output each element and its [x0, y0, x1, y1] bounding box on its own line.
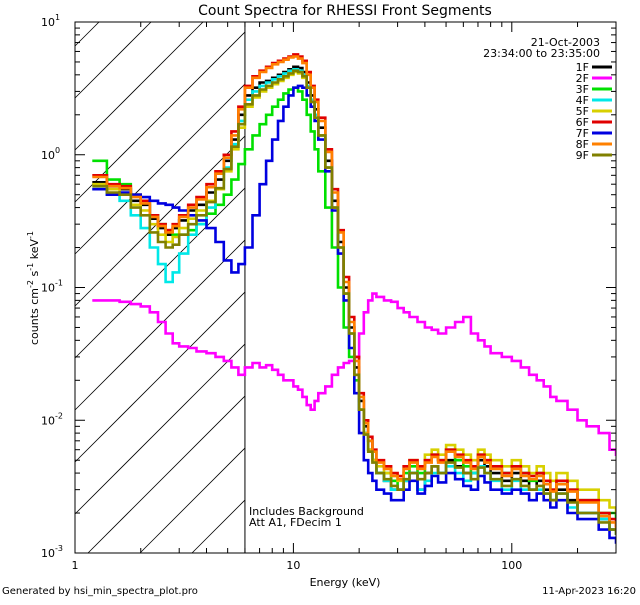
- hatch-line: [74, 239, 246, 411]
- observation-date: 21-Oct-2003: [531, 36, 600, 49]
- series-line-8f: [92, 55, 616, 531]
- x-tick-label: 100: [501, 559, 522, 572]
- hatch-line: [74, 31, 246, 203]
- legend-label-5f: 5F: [576, 105, 589, 118]
- hatch-line: [74, 187, 246, 359]
- y-axis-title: counts cm-2 s-1 keV-1: [26, 231, 41, 345]
- series-line-6f: [92, 53, 616, 528]
- hatch-line: [191, 499, 246, 554]
- hatch-line: [74, 21, 204, 151]
- series-line-4f: [92, 68, 616, 535]
- series-line-1f: [92, 65, 616, 531]
- y-tick-label-exponent: -1: [55, 279, 63, 288]
- x-axis-title: Energy (keV): [310, 576, 381, 589]
- series-lines: [92, 53, 616, 544]
- hatched-region: [74, 21, 246, 554]
- generated-by-footer: Generated by hsi_min_spectra_plot.pro: [2, 586, 198, 597]
- y-tick-label: 10: [41, 414, 55, 427]
- series-line-3f: [92, 86, 616, 521]
- legend-label-4f: 4F: [576, 94, 589, 107]
- hatch-line: [139, 447, 246, 554]
- y-tick-label: 10: [41, 547, 55, 560]
- y-tick-label-exponent: -3: [55, 544, 63, 553]
- y-tick-label: 10: [41, 16, 55, 29]
- legend-label-3f: 3F: [576, 83, 589, 96]
- y-tick-label: 10: [41, 149, 55, 162]
- legend-label-2f: 2F: [576, 72, 589, 85]
- y-axis-title-exponent: -1: [26, 263, 35, 271]
- series-line-9f: [92, 69, 616, 535]
- y-axis-title-part: s: [28, 270, 41, 279]
- annotation-background: Includes Background: [249, 505, 364, 518]
- x-tick-label: 1: [72, 559, 79, 572]
- legend-label-8f: 8F: [576, 138, 589, 151]
- y-axis-title-exponent: -1: [26, 231, 35, 239]
- y-axis-title-part: keV: [28, 239, 41, 263]
- y-axis-title-exponent: -2: [26, 280, 35, 288]
- hatch-line: [74, 21, 152, 99]
- y-tick-label-exponent: 1: [55, 13, 60, 22]
- y-tick-label-exponent: 0: [55, 146, 60, 155]
- observation-time-range: 23:34:00 to 23:35:00: [483, 47, 600, 60]
- y-axis-title-part: counts cm: [28, 288, 41, 345]
- chart-title: Count Spectra for RHESSI Front Segments: [198, 3, 492, 19]
- hatch-line: [74, 135, 246, 307]
- y-tick-label-exponent: -2: [55, 411, 63, 420]
- hatch-line: [74, 21, 100, 47]
- series-line-5f: [92, 70, 616, 515]
- generated-date-footer: 11-Apr-2023 16:20: [542, 586, 636, 597]
- legend-label-1f: 1F: [576, 61, 589, 74]
- legend-label-6f: 6F: [576, 116, 589, 129]
- legend-label-7f: 7F: [576, 127, 589, 140]
- legend: 21-Oct-2003 23:34:00 to 23:35:00 1F2F3F4…: [483, 36, 612, 162]
- hatch-line: [74, 83, 246, 255]
- x-tick-label: 10: [286, 559, 300, 572]
- legend-label-9f: 9F: [576, 149, 589, 162]
- annotation-attenuator: Att A1, FDecim 1: [249, 516, 342, 529]
- hatch-line: [74, 291, 246, 463]
- y-tick-label: 10: [41, 282, 55, 295]
- hatch-line: [87, 395, 246, 554]
- hatch-line: [74, 343, 246, 515]
